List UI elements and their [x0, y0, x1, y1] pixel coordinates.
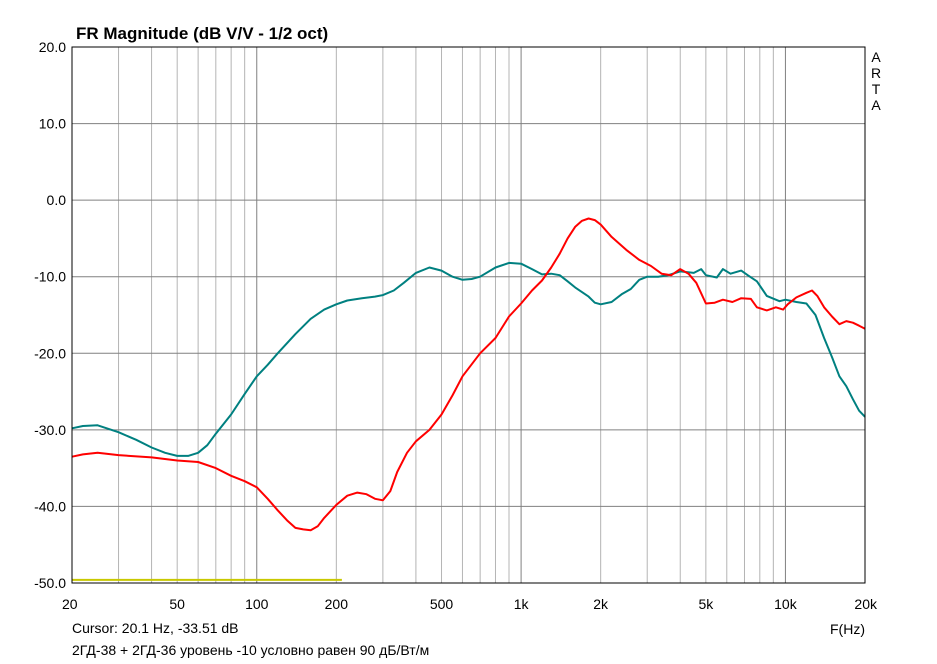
chart-caption: 2ГД-38 + 2ГД-36 уровень -10 условно раве…	[72, 642, 430, 658]
brand-letter: R	[871, 65, 881, 81]
x-tick-label: 500	[430, 596, 454, 612]
x-tick-label: 100	[245, 596, 269, 612]
x-tick-labels: 20 50 100 200 500 1k 2k 5k 10k 20k	[62, 596, 878, 612]
x-tick-label: 1k	[514, 596, 530, 612]
y-tick-label: -50.0	[34, 575, 66, 591]
x-axis-label: F(Hz)	[830, 621, 865, 637]
x-tick-label: 20k	[854, 596, 878, 612]
y-tick-label: 0.0	[47, 192, 67, 208]
brand-letter: A	[871, 49, 881, 65]
series-group	[71, 217, 866, 581]
x-tick-label: 5k	[698, 596, 714, 612]
x-tick-label: 50	[169, 596, 185, 612]
y-tick-label: 10.0	[39, 116, 66, 132]
cursor-readout: Cursor: 20.1 Hz, -33.51 dB	[72, 620, 239, 636]
brand-letter: T	[872, 81, 881, 97]
brand-letter: A	[871, 97, 881, 113]
x-tick-label: 2k	[593, 596, 609, 612]
x-tick-label: 10k	[774, 596, 798, 612]
y-tick-label: -30.0	[34, 422, 66, 438]
series-line-1	[71, 261, 866, 457]
y-tick-labels: 20.0 10.0 0.0 -10.0 -20.0 -30.0 -40.0 -50.0	[34, 39, 66, 591]
x-tick-label: 20	[62, 596, 78, 612]
y-tick-label: -10.0	[34, 269, 66, 285]
series-line-2	[71, 217, 866, 532]
y-tick-label: -20.0	[34, 345, 66, 361]
y-tick-label: -40.0	[34, 498, 66, 514]
plot-frame	[71, 46, 866, 584]
y-tick-label: 20.0	[39, 39, 66, 55]
chart-title: FR Magnitude (dB V/V - 1/2 oct)	[76, 24, 328, 43]
x-tick-label: 200	[325, 596, 349, 612]
grid	[72, 47, 865, 583]
